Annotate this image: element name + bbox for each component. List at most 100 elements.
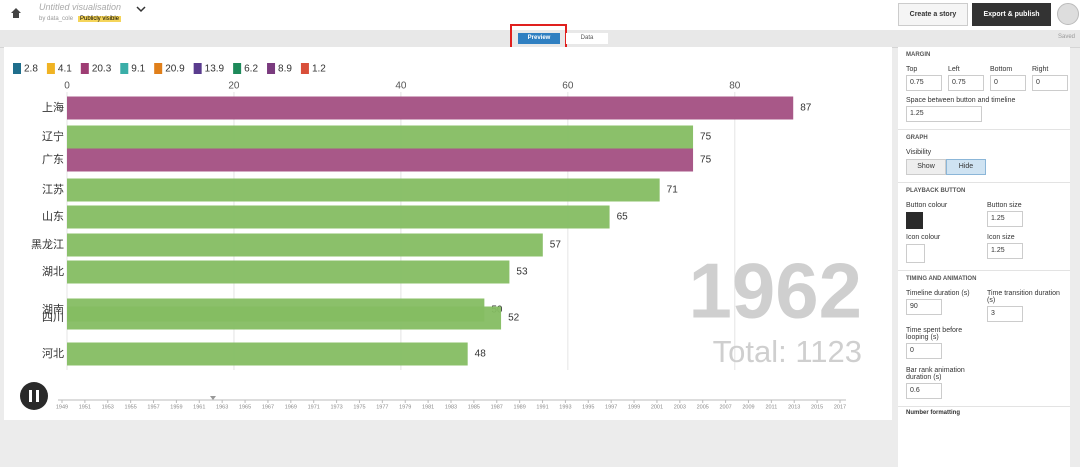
section-heading: TIMING AND ANIMATION <box>906 276 977 282</box>
x-tick-label: 0 <box>64 81 70 92</box>
value-label: 53 <box>516 267 528 278</box>
timeline-label: 2003 <box>674 404 686 410</box>
x-tick-label: 80 <box>729 81 741 92</box>
timeline-label: 1979 <box>399 404 411 410</box>
timeline-label: 1993 <box>559 404 571 410</box>
timeline-label: 2017 <box>834 404 846 410</box>
x-tick-label: 20 <box>228 81 240 92</box>
field-label: Left <box>948 66 960 73</box>
color-swatch[interactable] <box>906 244 925 263</box>
timeline-label: 2011 <box>765 404 777 410</box>
input[interactable]: 0 <box>1032 75 1068 91</box>
field-label: Bottom <box>990 66 1013 73</box>
legend-label: 20.9 <box>165 64 185 75</box>
bar <box>67 178 660 202</box>
timeline-label: 2009 <box>742 404 754 410</box>
export-button[interactable]: Export & publish <box>972 3 1051 26</box>
timeline-label: 2007 <box>719 404 731 410</box>
pause-icon <box>36 390 39 402</box>
category-label: 辽宁 <box>42 129 64 143</box>
chevron[interactable] <box>136 4 146 14</box>
pause-icon <box>29 390 32 402</box>
timeline-label: 1951 <box>79 404 91 410</box>
legend-swatch <box>120 63 129 74</box>
timeline-label: 1985 <box>468 404 480 410</box>
timeline-label: 1967 <box>262 404 274 410</box>
section-heading: MARGIN <box>906 52 931 58</box>
field-label: Timeline duration (s) <box>906 290 970 297</box>
settings-panel: MARGIN Top 0.75 Left 0.75 Bottom 0 Right 0 S… <box>898 47 1070 467</box>
legend-label: 8.9 <box>278 64 292 75</box>
field-label: Space between button and timeline <box>906 97 1016 104</box>
preview-tab[interactable]: Preview <box>518 33 560 44</box>
avatar[interactable] <box>1057 3 1079 25</box>
timeline-label: 1961 <box>193 404 205 410</box>
input[interactable]: 1.25 <box>987 243 1023 259</box>
visibility-badge: Publicly visible <box>78 16 122 22</box>
x-tick-label: 40 <box>395 81 407 92</box>
home-icon[interactable] <box>9 6 23 20</box>
field-label: Visibility <box>906 149 932 156</box>
value-label: 71 <box>667 185 679 196</box>
field-label: Icon size <box>987 234 1015 241</box>
bar <box>67 233 543 257</box>
timeline-label: 1953 <box>102 404 114 410</box>
legend-label: 1.2 <box>312 64 326 75</box>
timeline-label: 1987 <box>491 404 503 410</box>
timeline-label: 2005 <box>697 404 709 410</box>
category-label: 四川 <box>42 312 64 324</box>
timeline-label: 1973 <box>330 404 342 410</box>
category-label: 黑龙江 <box>31 238 64 251</box>
legend-swatch <box>154 63 163 74</box>
toggle-hide[interactable]: Hide <box>946 159 986 175</box>
input[interactable]: 0.75 <box>906 75 942 91</box>
year-label: 1962 <box>688 247 862 335</box>
timeline-label: 1981 <box>422 404 434 410</box>
category-label: 湖南 <box>42 303 64 316</box>
timeline-marker <box>210 396 216 400</box>
data-tab[interactable]: Data <box>566 33 608 44</box>
value-label: 75 <box>700 132 712 143</box>
legend-swatch <box>300 63 309 74</box>
category-label: 湖北 <box>42 265 64 278</box>
x-tick-label: 60 <box>562 81 574 92</box>
timeline-label: 1983 <box>445 404 457 410</box>
value-label: 75 <box>700 155 712 166</box>
input[interactable]: 90 <box>906 299 942 315</box>
field-label: Right <box>1032 66 1049 73</box>
input[interactable]: 3 <box>987 306 1023 322</box>
timeline-label: 1971 <box>308 404 320 410</box>
bar <box>67 342 468 366</box>
play-button <box>20 382 48 410</box>
field-label: Time transition duration (s) <box>987 290 1060 304</box>
legend-label: 9.1 <box>131 64 145 75</box>
input[interactable]: 1.25 <box>987 211 1023 227</box>
value-label: 48 <box>475 349 487 360</box>
input[interactable]: 0.75 <box>948 75 984 91</box>
legend-label: 20.3 <box>92 64 112 75</box>
category-label: 广东 <box>42 153 64 166</box>
story-button[interactable]: Create a story <box>898 3 968 26</box>
timeline-label: 1949 <box>56 404 68 410</box>
input[interactable]: 0.6 <box>906 383 942 399</box>
value-label: 87 <box>800 103 812 114</box>
section-heading: GRAPH <box>906 135 928 141</box>
timeline-label: 1995 <box>582 404 594 410</box>
input[interactable]: 1.25 <box>906 106 982 122</box>
color-swatch[interactable] <box>906 212 923 229</box>
collapsed-section[interactable]: Number formatting <box>906 410 960 416</box>
input[interactable]: 0 <box>990 75 1026 91</box>
timeline-label: 2001 <box>651 404 663 410</box>
title[interactable]: Untitled visualisation <box>39 2 122 12</box>
value-label: 65 <box>617 212 629 223</box>
input[interactable]: 0 <box>906 343 942 359</box>
toggle-show[interactable]: Show <box>906 159 946 175</box>
timeline-label: 1955 <box>125 404 137 410</box>
total-label: Total: 1123 <box>713 334 862 369</box>
field-label: Icon colour <box>906 234 941 241</box>
legend-swatch <box>13 63 21 74</box>
category-label: 江苏 <box>42 183 64 196</box>
category-label: 上海 <box>42 100 64 114</box>
timeline-label: 1969 <box>285 404 297 410</box>
bar <box>67 96 794 120</box>
